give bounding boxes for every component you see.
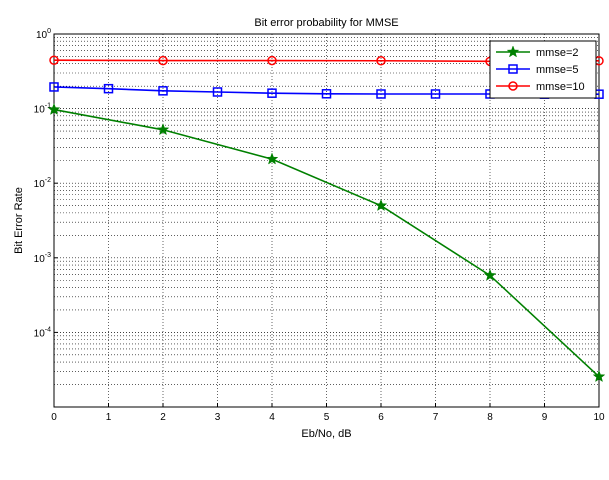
axis-ticks: 0 1 2 3 4 5 6 7 8 9 10 100 10-1 10-2 10-3 10-4 (34, 28, 605, 423)
data-point (212, 87, 223, 97)
legend-marker (506, 45, 520, 58)
legend-marker (508, 64, 518, 74)
data-point (376, 89, 386, 99)
y-tick-label: 100 (36, 28, 51, 41)
data-point (376, 55, 386, 66)
data-point (158, 55, 168, 66)
data-point (49, 55, 59, 65)
data-point (49, 82, 59, 92)
series-layer (47, 55, 606, 383)
x-tick-label: 8 (487, 412, 493, 423)
x-tick-label: 5 (324, 412, 330, 423)
x-tick-label: 3 (215, 412, 221, 423)
x-tick-label: 7 (433, 412, 439, 423)
x-tick-label: 9 (542, 412, 548, 423)
data-point (374, 198, 388, 212)
grid (53, 34, 600, 408)
x-tick-label: 0 (51, 412, 57, 423)
y-tick-label: 10-1 (34, 103, 51, 116)
legend-label: mmse=10 (536, 81, 585, 93)
legend-item: mmse=10 (496, 81, 585, 93)
data-point (592, 369, 606, 383)
chart-title: Bit error probability for MMSE (254, 17, 398, 29)
series-mmse=2 (47, 102, 606, 383)
x-tick-label: 4 (269, 412, 275, 423)
legend-marker (508, 81, 518, 91)
legend-item: mmse=5 (496, 64, 579, 76)
x-tick-label: 2 (160, 412, 166, 423)
legend-label: mmse=2 (536, 47, 579, 59)
y-tick-label: 10-2 (34, 177, 51, 190)
data-point (430, 89, 441, 99)
data-point (103, 83, 114, 94)
data-point (267, 88, 277, 98)
x-tick-label: 10 (593, 412, 605, 423)
series-line (53, 108, 600, 378)
data-point (483, 268, 497, 281)
legend-label: mmse=5 (536, 64, 579, 76)
data-point (321, 89, 332, 99)
legend: mmse=2 mmse=5 mmse=10 (489, 40, 597, 99)
y-tick-label: 10-3 (34, 252, 51, 265)
x-tick-label: 6 (378, 412, 384, 423)
data-point (156, 123, 170, 136)
data-point (265, 152, 279, 165)
y-tick-label: 10-4 (34, 326, 51, 339)
data-point (47, 102, 61, 116)
legend-item: mmse=2 (496, 45, 579, 59)
x-tick-label: 1 (106, 412, 112, 423)
data-point (267, 55, 277, 66)
y-axis-label: Bit Error Rate (13, 187, 25, 254)
x-axis-label: Eb/No, dB (301, 428, 351, 440)
data-point (158, 86, 168, 96)
